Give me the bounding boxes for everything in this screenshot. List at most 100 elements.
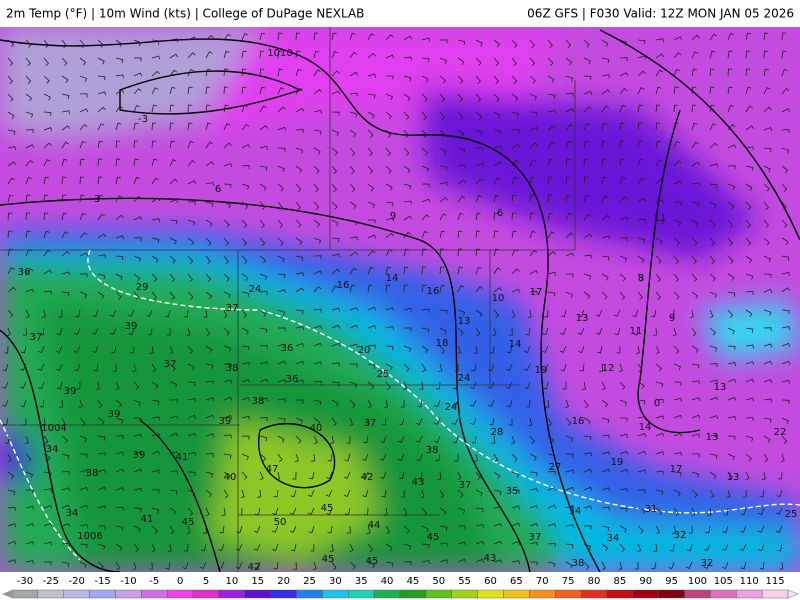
wind-barb [529,561,538,566]
wind-barb [277,435,285,443]
map-label: 45 [427,532,440,543]
wind-barb [763,453,769,463]
wind-barb [434,435,441,444]
wind-barb [115,122,122,131]
wind-barb [511,560,520,565]
wind-barb [24,435,29,445]
wind-barb [128,327,135,336]
wind-barb [7,194,14,203]
wind-barb [187,273,193,282]
wind-barb [151,399,160,405]
wind-barb [439,266,445,275]
wind-barb [493,212,499,221]
wind-barb [43,75,50,84]
wind-barb [187,36,197,41]
wind-barb [187,397,196,402]
wind-barb [43,39,50,48]
wind-barb [565,273,574,278]
wind-barb [115,417,124,424]
wind-barb [529,126,539,131]
wind-barb [525,327,531,336]
wind-barb [272,543,279,552]
colorbar-swatch [580,589,608,599]
map-label: 36 [281,343,294,354]
wind-barb [439,57,448,64]
wind-barb [601,273,609,281]
wind-barb [470,417,477,426]
wind-barb [403,307,413,312]
wind-barb [133,433,143,438]
wind-barb [313,286,322,293]
wind-barb [385,363,393,371]
wind-barb [127,309,135,317]
wind-barb [367,93,376,99]
wind-barb [403,381,408,391]
wind-barb [655,159,663,167]
wind-barb [61,561,70,567]
wind-barb [115,195,123,203]
wind-barb [187,237,195,246]
wind-barb [565,469,575,474]
wind-barb [763,201,770,210]
colorbar-swatch [11,589,39,599]
wind-barb [763,68,769,77]
wind-barb [705,525,711,534]
wind-barb [184,543,189,552]
wind-barb [331,129,339,137]
wind-barb [133,417,142,422]
wind-barb [43,249,52,257]
wind-barb [25,57,31,66]
wind-barb [79,543,88,549]
wind-barb [241,86,247,95]
wind-barb [527,309,532,318]
colorbar-swatch [425,589,452,599]
wind-barb [781,165,789,174]
wind-barb [529,176,535,185]
wind-barb [133,291,140,300]
wind-barb [529,435,535,445]
freezing-line [0,249,800,561]
wind-barb [776,489,783,498]
map-label: 6 [497,208,503,219]
wind-barb [439,165,448,171]
map-label: 13 [706,432,719,443]
wind-barb [366,525,371,535]
wind-barb [295,219,302,228]
wind-barb [619,237,628,242]
wind-barb [547,57,554,66]
wind-barb [241,273,249,281]
wind-barb [115,561,121,571]
wind-barb [241,415,251,420]
wind-barb [259,237,266,246]
wind-barb [457,309,466,316]
map-label: 39 [125,321,138,332]
wind-barb [295,379,305,384]
wind-barb [79,486,89,491]
wind-barb [25,505,35,510]
wind-barb [763,106,772,113]
wind-barb [361,471,369,479]
wind-barb [691,433,701,438]
wind-barb [619,87,628,95]
wind-barb [565,108,575,113]
wind-barb [109,327,117,335]
colorbar-label: 70 [536,576,549,587]
colorbar-swatch [296,589,323,599]
wind-barb [295,128,304,133]
wind-barb [223,327,230,336]
wind-barb [277,255,285,263]
wind-barb [259,416,268,421]
wind-barb [583,57,591,65]
wind-barb [313,255,322,260]
colorbar-label: 105 [714,576,733,587]
wind-barb [223,163,233,167]
wind-barb [541,363,549,372]
wind-barb [582,381,587,390]
wind-barb [259,125,268,131]
wind-barb [529,453,537,461]
wind-barb [421,284,427,293]
wind-barb [311,453,316,462]
wind-barb [493,506,502,511]
wind-barb [439,93,446,102]
wind-barb [151,55,161,60]
